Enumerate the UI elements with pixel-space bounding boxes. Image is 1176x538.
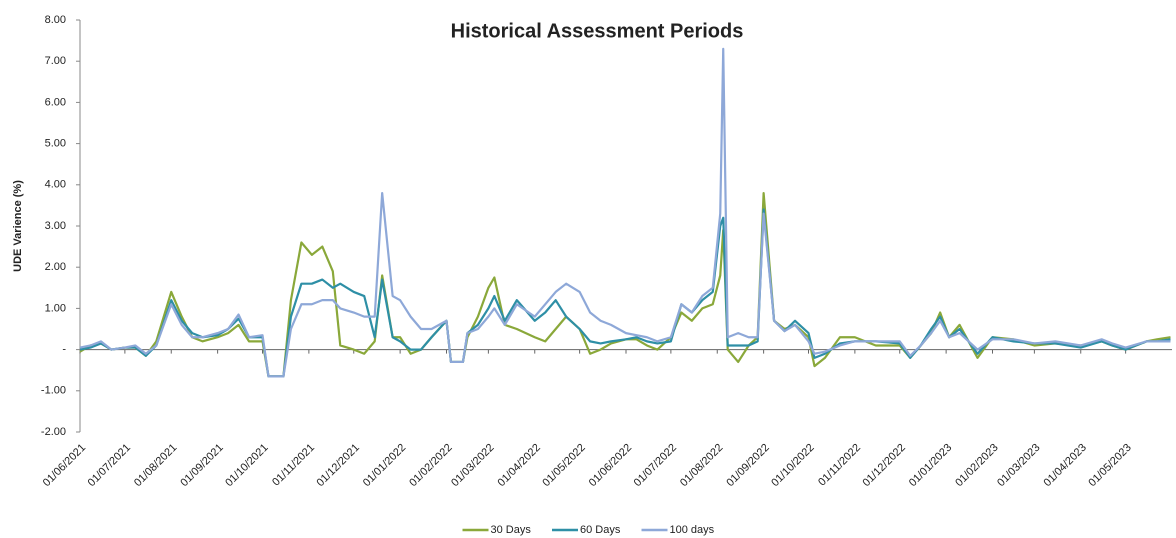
x-tick-label: 01/12/2021 bbox=[315, 442, 362, 489]
x-tick-label: 01/04/2022 bbox=[496, 442, 543, 489]
x-tick-label: 01/10/2021 bbox=[223, 442, 270, 489]
x-tick-label: 01/03/2023 bbox=[995, 442, 1042, 489]
y-tick-label: 7.00 bbox=[45, 55, 66, 67]
legend-label: 60 Days bbox=[580, 524, 621, 536]
x-tick-label: 01/06/2021 bbox=[41, 442, 88, 489]
x-tick-label: 01/09/2021 bbox=[178, 442, 225, 489]
chart-title: Historical Assessment Periods bbox=[451, 20, 744, 42]
x-tick-label: 01/02/2023 bbox=[953, 442, 1000, 489]
x-tick-label: 01/07/2021 bbox=[86, 442, 133, 489]
x-tick-label: 01/01/2022 bbox=[361, 442, 408, 489]
y-tick-label: -1.00 bbox=[41, 385, 66, 397]
legend-label: 30 Days bbox=[491, 524, 532, 536]
x-tick-label: 01/12/2022 bbox=[861, 442, 908, 489]
x-tick-label: 01/11/2022 bbox=[816, 442, 863, 489]
y-tick-label: 6.00 bbox=[45, 96, 66, 108]
y-tick-label: - bbox=[62, 344, 66, 356]
x-tick-label: 01/08/2022 bbox=[678, 442, 725, 489]
y-tick-label: 3.00 bbox=[45, 220, 66, 232]
series-line bbox=[79, 208, 1171, 378]
x-tick-label: 01/03/2022 bbox=[449, 442, 496, 489]
x-tick-label: 01/11/2021 bbox=[270, 442, 317, 489]
series-line bbox=[79, 47, 1171, 378]
x-tick-label: 01/09/2022 bbox=[724, 442, 771, 489]
x-tick-label: 01/02/2022 bbox=[407, 442, 454, 489]
y-tick-label: -2.00 bbox=[41, 426, 66, 438]
x-tick-label: 01/05/2022 bbox=[540, 442, 587, 489]
y-tick-label: 4.00 bbox=[45, 179, 66, 191]
legend-label: 100 days bbox=[670, 524, 715, 536]
y-tick-label: 1.00 bbox=[45, 302, 66, 314]
x-tick-label: 01/04/2023 bbox=[1042, 442, 1089, 489]
y-tick-label: 5.00 bbox=[45, 138, 66, 150]
x-tick-label: 01/01/2023 bbox=[907, 442, 954, 489]
x-tick-label: 01/05/2023 bbox=[1086, 442, 1133, 489]
x-tick-label: 01/08/2021 bbox=[132, 442, 179, 489]
x-tick-label: 01/07/2022 bbox=[632, 442, 679, 489]
series-line bbox=[79, 191, 1171, 378]
y-tick-label: 2.00 bbox=[45, 261, 66, 273]
y-tick-label: 8.00 bbox=[45, 14, 66, 26]
x-tick-label: 01/10/2022 bbox=[769, 442, 816, 489]
x-tick-label: 01/06/2022 bbox=[587, 442, 634, 489]
y-axis-label: UDE Varience (%) bbox=[12, 180, 24, 272]
